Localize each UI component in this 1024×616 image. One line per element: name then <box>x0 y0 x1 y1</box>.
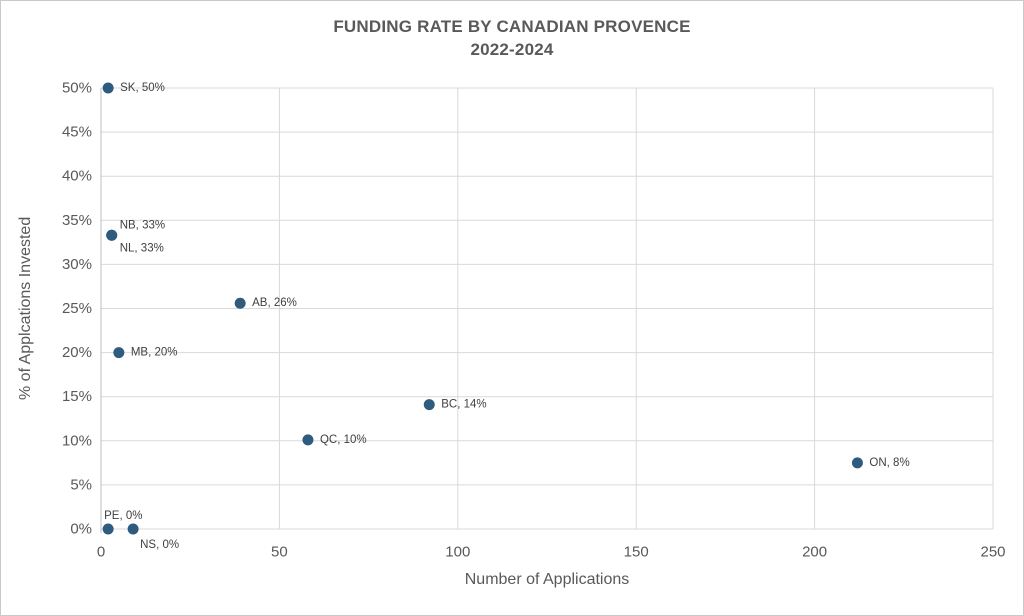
chart-title: FUNDING RATE BY CANADIAN PROVENCE 2022-2… <box>1 15 1023 61</box>
x-axis-title: Number of Applications <box>464 571 630 588</box>
x-tick-label-150: 150 <box>624 544 649 561</box>
y-tick-label-50: 50% <box>62 80 92 97</box>
data-point-ON <box>851 457 863 469</box>
y-tick-label-25: 25% <box>62 300 92 317</box>
x-tick-label-200: 200 <box>802 544 827 561</box>
data-label-SK: SK, 50% <box>120 82 165 94</box>
data-point-NS <box>127 523 139 535</box>
y-tick-label-20: 20% <box>62 344 92 361</box>
x-tick-label-0: 0 <box>97 544 105 561</box>
data-point-AB <box>234 297 246 309</box>
chart-title-line1: FUNDING RATE BY CANADIAN PROVENCE <box>333 17 691 36</box>
x-tick-label-250: 250 <box>980 544 1005 561</box>
x-tick-label-50: 50 <box>271 544 288 561</box>
data-label-NB: NB, 33% <box>120 219 165 231</box>
data-point-SK <box>102 82 114 94</box>
data-label-MB: MB, 20% <box>131 347 178 359</box>
data-label-BC: BC, 14% <box>441 399 486 411</box>
y-tick-label-45: 45% <box>62 124 92 141</box>
data-label-NL: NL, 33% <box>120 242 164 254</box>
data-label-AB: AB, 26% <box>252 297 297 309</box>
y-tick-label-30: 30% <box>62 256 92 273</box>
data-point-QC <box>302 434 314 446</box>
data-point-NL <box>106 229 118 241</box>
y-tick-label-35: 35% <box>62 212 92 229</box>
y-tick-label-40: 40% <box>62 168 92 185</box>
data-label-PE: PE, 0% <box>104 510 142 522</box>
data-point-PE <box>102 523 114 535</box>
x-tick-label-100: 100 <box>445 544 470 561</box>
data-point-BC <box>423 399 435 411</box>
y-tick-label-5: 5% <box>70 476 92 493</box>
data-label-NS: NS, 0% <box>140 539 179 551</box>
y-tick-label-10: 10% <box>62 432 92 449</box>
data-label-QC: QC, 10% <box>320 434 367 446</box>
chart-title-line2: 2022-2024 <box>470 40 554 59</box>
data-point-MB <box>113 347 125 359</box>
y-tick-label-15: 15% <box>62 388 92 405</box>
y-tick-label-0: 0% <box>70 521 92 538</box>
data-label-ON: ON, 8% <box>869 457 909 469</box>
